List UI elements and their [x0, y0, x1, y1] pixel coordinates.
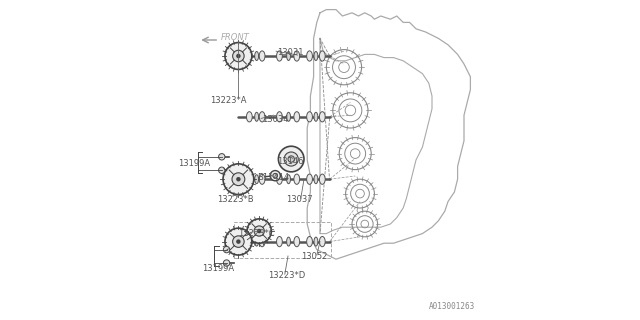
Circle shape [236, 177, 241, 181]
Ellipse shape [259, 174, 265, 184]
Circle shape [257, 229, 262, 233]
Text: 13223*D: 13223*D [268, 271, 305, 280]
Circle shape [247, 219, 271, 243]
Ellipse shape [307, 236, 312, 247]
Circle shape [223, 164, 253, 195]
Text: FRONT: FRONT [221, 33, 250, 42]
Ellipse shape [255, 112, 259, 121]
Circle shape [254, 226, 264, 236]
Text: 13146: 13146 [277, 157, 303, 166]
Text: 13031: 13031 [277, 48, 303, 57]
Circle shape [223, 246, 230, 253]
Ellipse shape [259, 112, 265, 122]
Text: B11414: B11414 [258, 173, 290, 182]
Circle shape [233, 50, 244, 62]
Ellipse shape [276, 174, 282, 184]
Ellipse shape [287, 112, 291, 121]
Ellipse shape [255, 175, 259, 184]
Text: 13223*C: 13223*C [239, 229, 275, 238]
Ellipse shape [255, 237, 259, 246]
Ellipse shape [246, 174, 252, 184]
Circle shape [232, 173, 245, 186]
Circle shape [225, 228, 252, 255]
Text: 13223*B: 13223*B [217, 196, 253, 204]
Circle shape [219, 167, 225, 173]
Ellipse shape [259, 51, 265, 61]
Ellipse shape [294, 174, 300, 184]
Circle shape [278, 146, 304, 172]
Ellipse shape [276, 112, 282, 122]
Ellipse shape [314, 237, 318, 246]
Circle shape [233, 236, 244, 247]
Ellipse shape [287, 175, 291, 184]
Ellipse shape [314, 52, 318, 60]
Ellipse shape [294, 51, 300, 61]
Circle shape [236, 239, 241, 244]
Ellipse shape [294, 112, 300, 122]
Ellipse shape [319, 51, 325, 61]
Ellipse shape [259, 236, 265, 247]
Ellipse shape [276, 236, 282, 247]
Ellipse shape [276, 51, 282, 61]
Circle shape [288, 156, 294, 162]
Ellipse shape [314, 175, 318, 184]
Ellipse shape [307, 51, 312, 61]
Text: 13052: 13052 [301, 252, 327, 261]
Circle shape [219, 154, 225, 160]
Ellipse shape [319, 112, 325, 122]
Ellipse shape [319, 174, 325, 184]
Text: 13199A: 13199A [179, 159, 211, 168]
Circle shape [225, 43, 252, 69]
Ellipse shape [246, 112, 252, 122]
Text: 13037: 13037 [287, 196, 313, 204]
Circle shape [284, 152, 298, 166]
Ellipse shape [307, 112, 312, 122]
Ellipse shape [307, 174, 312, 184]
Circle shape [236, 54, 241, 58]
Ellipse shape [287, 237, 291, 246]
Circle shape [223, 260, 230, 266]
Text: 13199A: 13199A [202, 264, 234, 273]
Ellipse shape [246, 236, 252, 247]
Ellipse shape [287, 52, 291, 60]
Text: A013001263: A013001263 [429, 302, 475, 311]
Ellipse shape [255, 52, 259, 60]
Ellipse shape [246, 51, 252, 61]
Ellipse shape [314, 112, 318, 121]
Ellipse shape [319, 236, 325, 247]
Text: 13034: 13034 [262, 116, 288, 124]
Circle shape [270, 171, 280, 181]
Ellipse shape [294, 236, 300, 247]
Circle shape [273, 173, 278, 178]
Text: 13223*A: 13223*A [210, 96, 246, 105]
